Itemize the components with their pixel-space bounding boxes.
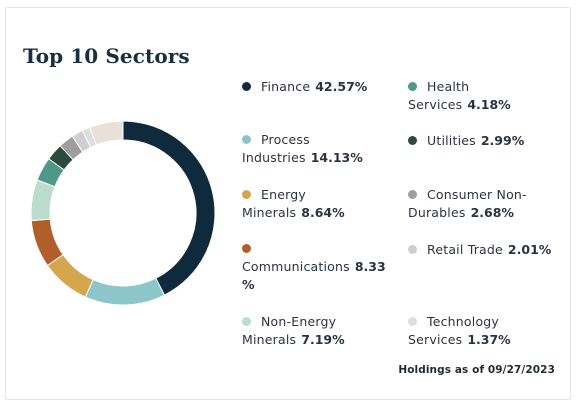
holdings-date-note: Holdings as of 09/27/2023 [398,364,555,376]
legend-item-finance: Finance 42.57% [242,78,392,96]
legend-value: 2.99% [480,133,525,148]
legend-label: Non-Energy Minerals [242,314,337,347]
sectors-card [5,7,571,400]
chart-title: Top 10 Sectors [23,44,190,68]
legend-dot [408,317,417,326]
legend-item-retail-trade: Retail Trade 2.01% [408,241,568,259]
legend-item-health-services: Health Services 4.18% [408,78,528,114]
legend-value: 8.33 % [242,259,386,292]
legend-value: 1.37% [467,332,511,347]
legend-label: Retail Trade [427,242,503,257]
legend-label: Process Industries [242,132,310,165]
legend-dot [408,136,417,145]
legend-item-non-energy-minerals: Non-Energy Minerals 7.19% [242,313,362,349]
legend-value: 4.18% [467,97,511,112]
legend-label: Finance [261,79,311,94]
legend-value: 42.57% [315,79,368,94]
legend-label: Health Services [408,79,470,112]
legend-value: 2.01% [507,242,552,257]
legend-dot [242,244,251,253]
legend-item-consumer-non-durables: Consumer Non-Durables 2.68% [408,186,548,222]
donut-slice-other [88,120,124,146]
legend-dot [408,82,417,91]
legend-item-utilities: Utilities 2.99% [408,132,558,150]
legend-value: 2.68% [470,205,514,220]
legend-item-communications: Communications 8.33 % [242,240,392,294]
legend-dot [408,245,417,254]
legend-item-process-industries: Process Industries 14.13% [242,131,382,167]
legend-value: 14.13% [310,150,363,165]
legend-label: Technology Services [408,314,500,347]
donut-slice-communications [30,218,64,267]
legend-item-energy-minerals: Energy Minerals 8.64% [242,186,362,222]
donut-chart [30,120,216,306]
donut-slice-finance [122,120,216,296]
legend-dot [242,190,251,199]
legend-label: Utilities [427,133,476,148]
legend-label: Communications [242,259,350,274]
legend-value: 7.19% [301,332,345,347]
legend-dot [408,190,417,199]
legend-label: Energy Minerals [242,187,306,220]
donut-slice-process-industries [84,277,166,306]
donut-slice-non-energy-minerals [30,179,56,222]
legend-item-technology-services: Technology Services 1.37% [408,313,528,349]
legend-dot [242,135,251,144]
legend-dot [242,317,251,326]
legend-label: Consumer Non-Durables [408,187,527,220]
legend-dot [242,82,251,91]
legend-value: 8.64% [301,205,345,220]
